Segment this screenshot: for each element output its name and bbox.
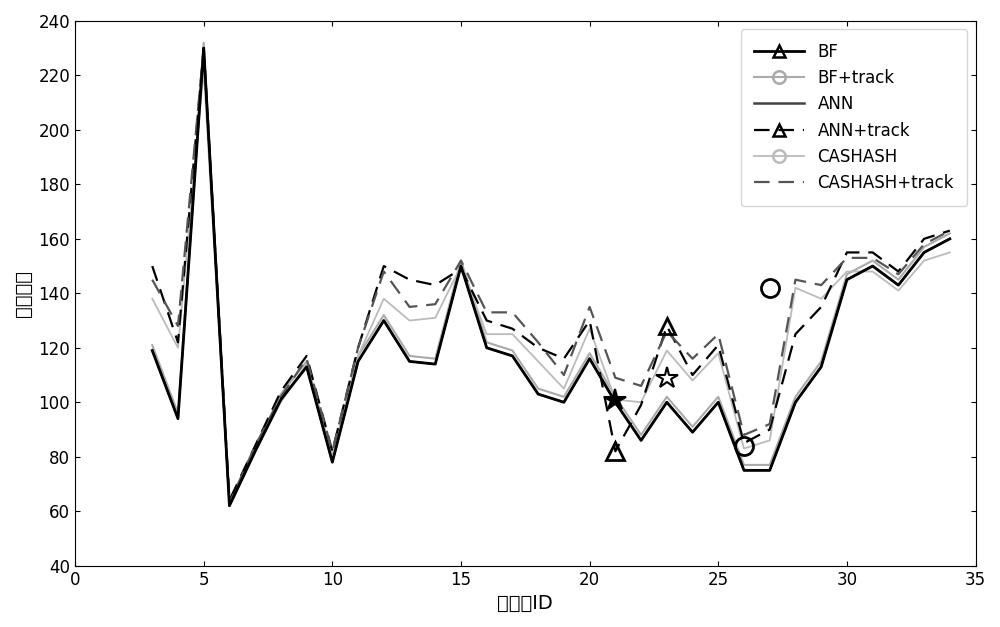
Y-axis label: 有效关联: 有效关联	[14, 270, 33, 317]
X-axis label: 图像对ID: 图像对ID	[497, 594, 553, 613]
Legend: BF, BF+track, ANN, ANN+track, CASHASH, CASHASH+track: BF, BF+track, ANN, ANN+track, CASHASH, C…	[741, 29, 967, 206]
